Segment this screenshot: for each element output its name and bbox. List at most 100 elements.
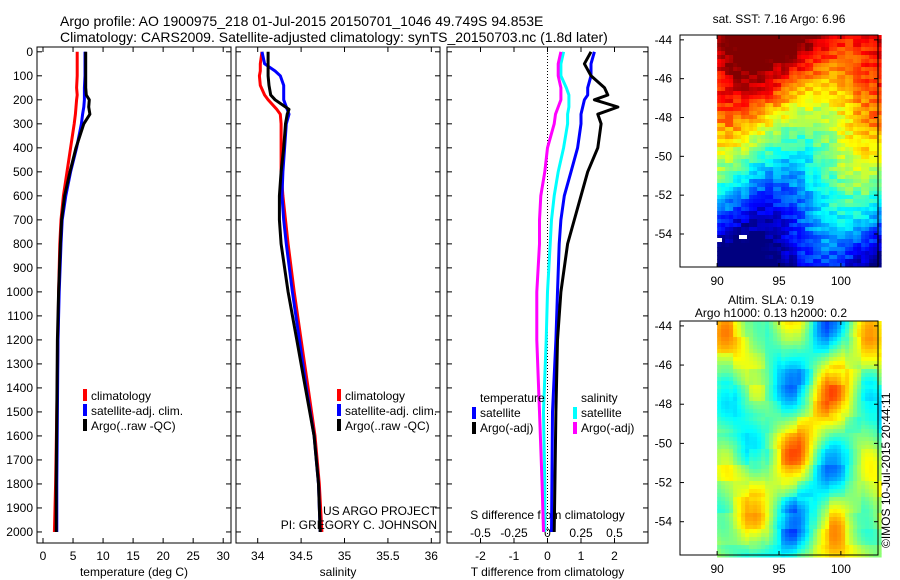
heatmap-cell (801, 191, 806, 196)
heatmap-cell (869, 409, 874, 414)
heatmap-cell (869, 219, 874, 224)
heatmap-cell (877, 139, 882, 144)
heatmap-cell (793, 163, 798, 168)
heatmap-cell (801, 409, 806, 414)
heatmap-cell (829, 357, 834, 362)
heatmap-cell (837, 179, 842, 184)
heatmap-cell (765, 445, 770, 450)
heatmap-cell (873, 353, 878, 358)
heatmap-cell (717, 255, 722, 260)
heatmap-cell (733, 259, 738, 264)
heatmap-cell (717, 47, 722, 52)
heatmap-cell (721, 263, 726, 268)
heatmap-cell (749, 123, 754, 128)
heatmap-cell (717, 517, 722, 522)
heatmap-cell (781, 441, 786, 446)
heatmap-cell (757, 51, 762, 56)
heatmap-cell (789, 477, 794, 482)
heatmap-cell (721, 243, 726, 248)
heatmap-cell (873, 203, 878, 208)
heatmap-cell (785, 83, 790, 88)
heatmap-cell (813, 107, 818, 112)
heatmap-cell (853, 545, 858, 550)
heatmap-cell (821, 401, 826, 406)
heatmap-cell (725, 47, 730, 52)
heatmap-cell (765, 223, 770, 228)
heatmap-cell (809, 195, 814, 200)
heatmap-cell (821, 461, 826, 466)
heatmap-cell (721, 99, 726, 104)
heatmap-cell (849, 525, 854, 530)
heatmap-cell (789, 513, 794, 518)
heatmap-cell (873, 397, 878, 402)
heatmap-cell (725, 131, 730, 136)
heatmap-cell (761, 401, 766, 406)
heatmap-cell (837, 119, 842, 124)
heatmap-cell (837, 525, 842, 530)
heatmap-cell (789, 119, 794, 124)
heatmap-cell (765, 155, 770, 160)
heatmap-cell (793, 79, 798, 84)
heatmap-cell (833, 203, 838, 208)
heatmap-cell (753, 469, 758, 474)
heatmap-cell (725, 139, 730, 144)
heatmap-cell (813, 329, 818, 334)
heatmap-cell (737, 255, 742, 260)
heatmap-cell (877, 39, 882, 44)
heatmap-cell (857, 251, 862, 256)
heatmap-cell (729, 541, 734, 546)
heatmap-cell (809, 251, 814, 256)
heatmap-cell (869, 99, 874, 104)
heatmap-cell (841, 79, 846, 84)
heatmap-cell (737, 417, 742, 422)
heatmap-cell (841, 115, 846, 120)
heatmap-cell (761, 473, 766, 478)
heatmap-cell (789, 393, 794, 398)
heatmap-cell (837, 55, 842, 60)
heatmap-cell (857, 461, 862, 466)
heatmap-cell (849, 187, 854, 192)
heatmap-cell (813, 481, 818, 486)
heatmap-cell (745, 219, 750, 224)
heatmap-cell (869, 191, 874, 196)
heatmap-cell (733, 211, 738, 216)
heatmap-cell (869, 469, 874, 474)
heatmap-cell (837, 183, 842, 188)
heatmap-cell (829, 263, 834, 268)
heatmap-cell (841, 131, 846, 136)
heatmap-cell (805, 453, 810, 458)
heatmap-cell (725, 147, 730, 152)
heatmap-cell (785, 247, 790, 252)
heatmap-cell (749, 187, 754, 192)
heatmap-cell (717, 501, 722, 506)
heatmap-cell (873, 223, 878, 228)
heatmap-cell (837, 71, 842, 76)
heatmap-cell (769, 59, 774, 64)
heatmap-cell (793, 525, 798, 530)
heatmap-cell (773, 231, 778, 236)
heatmap-cell (765, 321, 770, 326)
heatmap-cell (841, 429, 846, 434)
heatmap-cell (741, 163, 746, 168)
heatmap-cell (773, 481, 778, 486)
heatmap-cell (765, 497, 770, 502)
heatmap-cell (785, 99, 790, 104)
heatmap-cell (809, 187, 814, 192)
heatmap-cell (841, 51, 846, 56)
heatmap-cell (765, 505, 770, 510)
heatmap-cell (837, 99, 842, 104)
heatmap-cell (841, 333, 846, 338)
heatmap-cell (785, 333, 790, 338)
heatmap-cell (773, 147, 778, 152)
heatmap-cell (781, 243, 786, 248)
heatmap-cell (765, 151, 770, 156)
heatmap-cell (777, 211, 782, 216)
heatmap-cell (729, 207, 734, 212)
heatmap-cell (805, 461, 810, 466)
heatmap-cell (769, 167, 774, 172)
heatmap-cell (757, 67, 762, 72)
heatmap-cell (777, 433, 782, 438)
heatmap-cell (733, 321, 738, 326)
heatmap-cell (829, 329, 834, 334)
heatmap-cell (845, 437, 850, 442)
